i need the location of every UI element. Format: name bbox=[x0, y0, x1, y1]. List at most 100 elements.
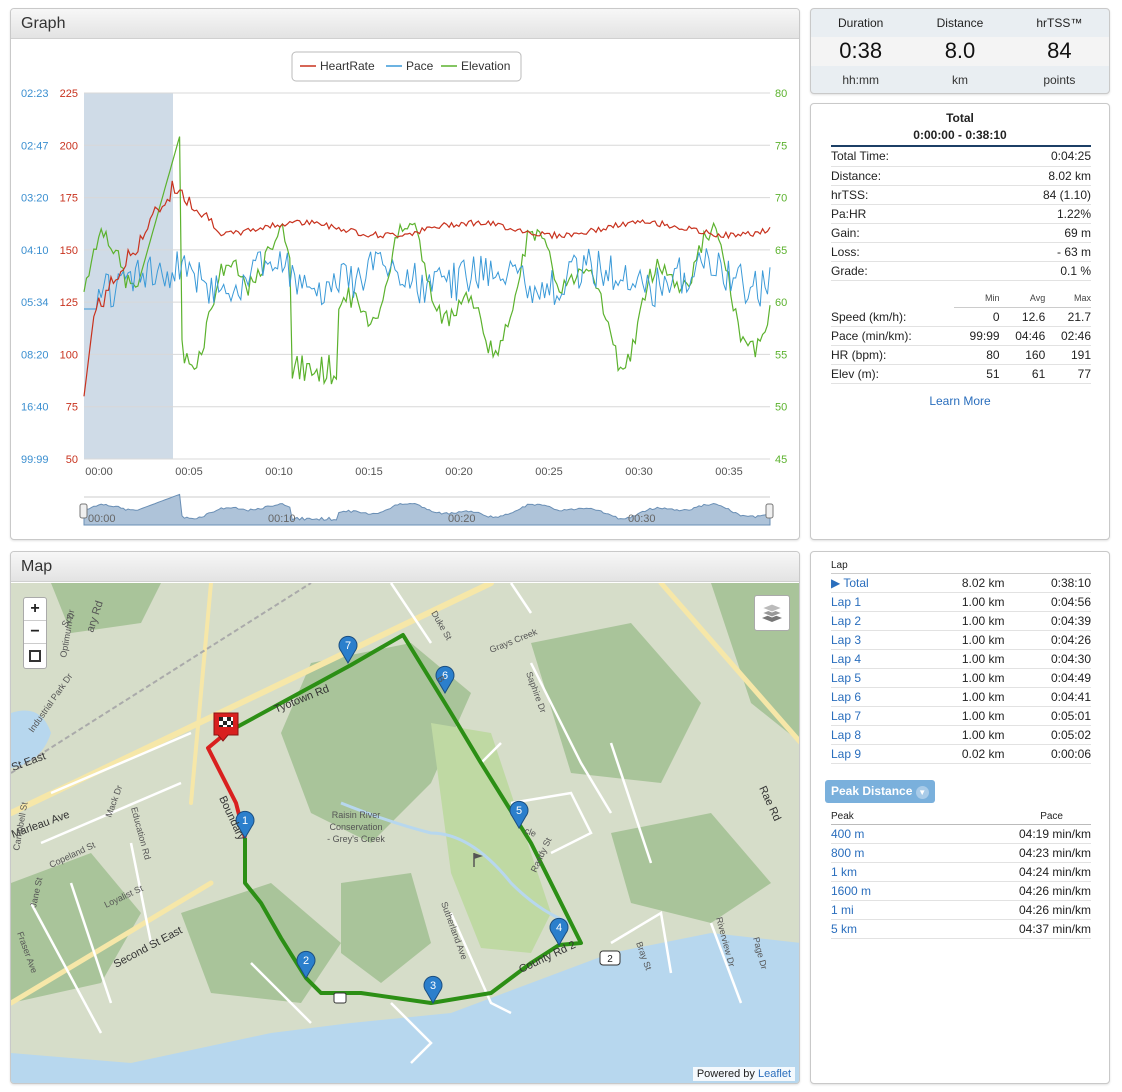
lap-name[interactable]: Lap 4 bbox=[831, 649, 913, 669]
axis-tick-label: 45 bbox=[775, 454, 787, 466]
lap-marker[interactable]: 1 bbox=[235, 810, 255, 839]
axis-tick-label: 100 bbox=[60, 349, 78, 361]
axis-tick-label: 00:00 bbox=[88, 513, 116, 525]
legend-elevation[interactable]: Elevation bbox=[461, 59, 510, 73]
lap-marker[interactable]: 6 bbox=[435, 665, 455, 694]
elevation-series-line bbox=[83, 136, 771, 386]
mam-label: Pace (min/km): bbox=[831, 326, 954, 346]
peak-name[interactable]: 1 km bbox=[831, 862, 924, 882]
gridlines bbox=[84, 92, 770, 460]
lap-name[interactable]: Lap 5 bbox=[831, 668, 913, 688]
lap-name[interactable]: Lap 2 bbox=[831, 611, 913, 631]
lap-marker[interactable]: 7 bbox=[338, 635, 358, 664]
mam-label: Elev (m): bbox=[831, 364, 954, 384]
distance-unit: km bbox=[951, 73, 968, 87]
pace-axis-ticks: 02:23 02:47 03:20 04:10 05:34 08:20 16:40 99:99 bbox=[21, 88, 49, 466]
navigator-handle-left[interactable] bbox=[79, 503, 88, 519]
lap-name[interactable]: ▶ Total bbox=[831, 573, 913, 593]
route-2-shield-small bbox=[333, 992, 347, 1004]
laps-panel: Lap ▶ Total 8.02 km 0:38:10 Lap 1 1.00 km 0:0… bbox=[810, 551, 1110, 1084]
lap-distance: 1.00 km bbox=[912, 611, 1005, 631]
lap-name[interactable]: Lap 3 bbox=[831, 630, 913, 650]
peak-distance-dropdown[interactable]: Peak Distance ▼ bbox=[825, 780, 935, 803]
finish-flag-icon[interactable] bbox=[213, 712, 239, 742]
fullscreen-icon bbox=[29, 650, 41, 662]
chevron-down-icon: ▼ bbox=[915, 786, 929, 799]
lap-marker[interactable]: 4 bbox=[549, 917, 569, 946]
peak-pace: 04:19 min/km bbox=[923, 824, 1091, 844]
peak-name[interactable]: 1600 m bbox=[831, 881, 924, 901]
leaflet-link[interactable]: Leaflet bbox=[757, 1068, 791, 1080]
legend-heartrate[interactable]: HeartRate bbox=[320, 59, 375, 73]
laps-header: Lap bbox=[831, 560, 848, 571]
lap-distance: 1.00 km bbox=[912, 592, 1005, 612]
distance-value: 8.0 bbox=[910, 37, 1010, 66]
lap-name[interactable]: Lap 1 bbox=[831, 592, 913, 612]
lap-row: Lap 1 1.00 km 0:04:56 bbox=[831, 592, 1091, 612]
lap-name[interactable]: Lap 7 bbox=[831, 706, 913, 726]
map-label-raisin2: Conservation bbox=[329, 822, 382, 832]
chart-legend: HeartRate Pace Elevation bbox=[291, 51, 522, 82]
axis-tick-label: 55 bbox=[775, 349, 787, 361]
peak-pace: 04:26 min/km bbox=[923, 900, 1091, 920]
legend-pace[interactable]: Pace bbox=[406, 59, 434, 73]
lap-name[interactable]: Lap 6 bbox=[831, 687, 913, 707]
axis-tick-label: 03:20 bbox=[21, 193, 49, 205]
stats-row: Gain: 69 m bbox=[831, 223, 1091, 243]
lap-marker-label: 5 bbox=[516, 805, 522, 817]
lap-distance: 8.02 km bbox=[912, 573, 1005, 593]
navigator-handle-right[interactable] bbox=[765, 503, 774, 519]
graph-chart[interactable]: HeartRate Pace Elevation 02:23 02:47 03:20… bbox=[11, 39, 800, 539]
mam-max: 191 bbox=[1045, 345, 1091, 365]
lap-time: 0:04:26 bbox=[1004, 630, 1091, 650]
lap-name[interactable]: Lap 9 bbox=[831, 744, 913, 764]
pace-series-line bbox=[84, 248, 771, 310]
axis-tick-label: 175 bbox=[60, 193, 78, 205]
axis-tick-label: 00:25 bbox=[535, 466, 563, 478]
axis-tick-label: 125 bbox=[60, 297, 78, 309]
peak-name[interactable]: 1 mi bbox=[831, 900, 924, 920]
mam-max: 21.7 bbox=[1045, 307, 1091, 327]
stat-value: 84 (1.10) bbox=[973, 185, 1091, 205]
mam-avg: 160 bbox=[999, 345, 1046, 365]
lap-row: Lap 3 1.00 km 0:04:26 bbox=[831, 630, 1091, 650]
zoom-out-button[interactable]: − bbox=[24, 621, 46, 644]
peak-name[interactable]: 400 m bbox=[831, 824, 924, 844]
lap-marker[interactable]: 5 bbox=[509, 800, 529, 829]
hrtss-value: 84 bbox=[1009, 37, 1109, 66]
axis-tick-label: 60 bbox=[775, 297, 787, 309]
axis-tick-label: 00:20 bbox=[448, 513, 476, 525]
hrtss-label: hrTSS™ bbox=[1036, 16, 1083, 30]
peaks-table: Peak Pace 400 m 04:19 min/km 800 m 04:23 mi… bbox=[831, 809, 1091, 939]
laps-table: ▶ Total 8.02 km 0:38:10 Lap 1 1.00 km 0:04:56… bbox=[831, 573, 1091, 764]
axis-tick-label: 50 bbox=[775, 402, 787, 414]
peak-name[interactable]: 800 m bbox=[831, 843, 924, 863]
golf-flag-icon bbox=[473, 853, 483, 867]
mam-avg: 04:46 bbox=[999, 326, 1046, 346]
zoom-in-button[interactable]: + bbox=[24, 598, 46, 621]
range-navigator[interactable]: 00:00 00:10 00:20 00:30 bbox=[79, 493, 774, 526]
fullscreen-button[interactable] bbox=[24, 644, 46, 668]
learn-more-link[interactable]: Learn More bbox=[929, 394, 991, 408]
lap-marker[interactable]: 2 bbox=[296, 950, 316, 979]
lap-marker-label: 4 bbox=[556, 922, 562, 934]
mam-row: Speed (km/h): 0 12.6 21.7 bbox=[831, 307, 1091, 327]
minor-roads bbox=[29, 583, 743, 1064]
map-label-raisin1: Raisin River bbox=[332, 810, 381, 820]
layers-icon bbox=[760, 603, 784, 622]
lap-name[interactable]: Lap 8 bbox=[831, 725, 913, 745]
attribution-prefix: Powered by bbox=[696, 1068, 755, 1080]
axis-tick-label: 150 bbox=[60, 245, 78, 257]
lap-row: Lap 7 1.00 km 0:05:01 bbox=[831, 706, 1091, 726]
river-creek bbox=[340, 801, 572, 925]
lap-distance: 1.00 km bbox=[912, 706, 1005, 726]
layers-button[interactable] bbox=[754, 595, 790, 631]
mam-label: HR (bpm): bbox=[831, 345, 954, 365]
lap-marker[interactable]: 3 bbox=[423, 975, 443, 1004]
zoom-control: + − bbox=[23, 597, 47, 669]
lap-distance: 1.00 km bbox=[912, 687, 1005, 707]
peak-name[interactable]: 5 km bbox=[831, 919, 924, 939]
peak-distance-label: Peak Distance bbox=[831, 784, 913, 798]
stats-row: Grade: 0.1 % bbox=[831, 261, 1091, 281]
